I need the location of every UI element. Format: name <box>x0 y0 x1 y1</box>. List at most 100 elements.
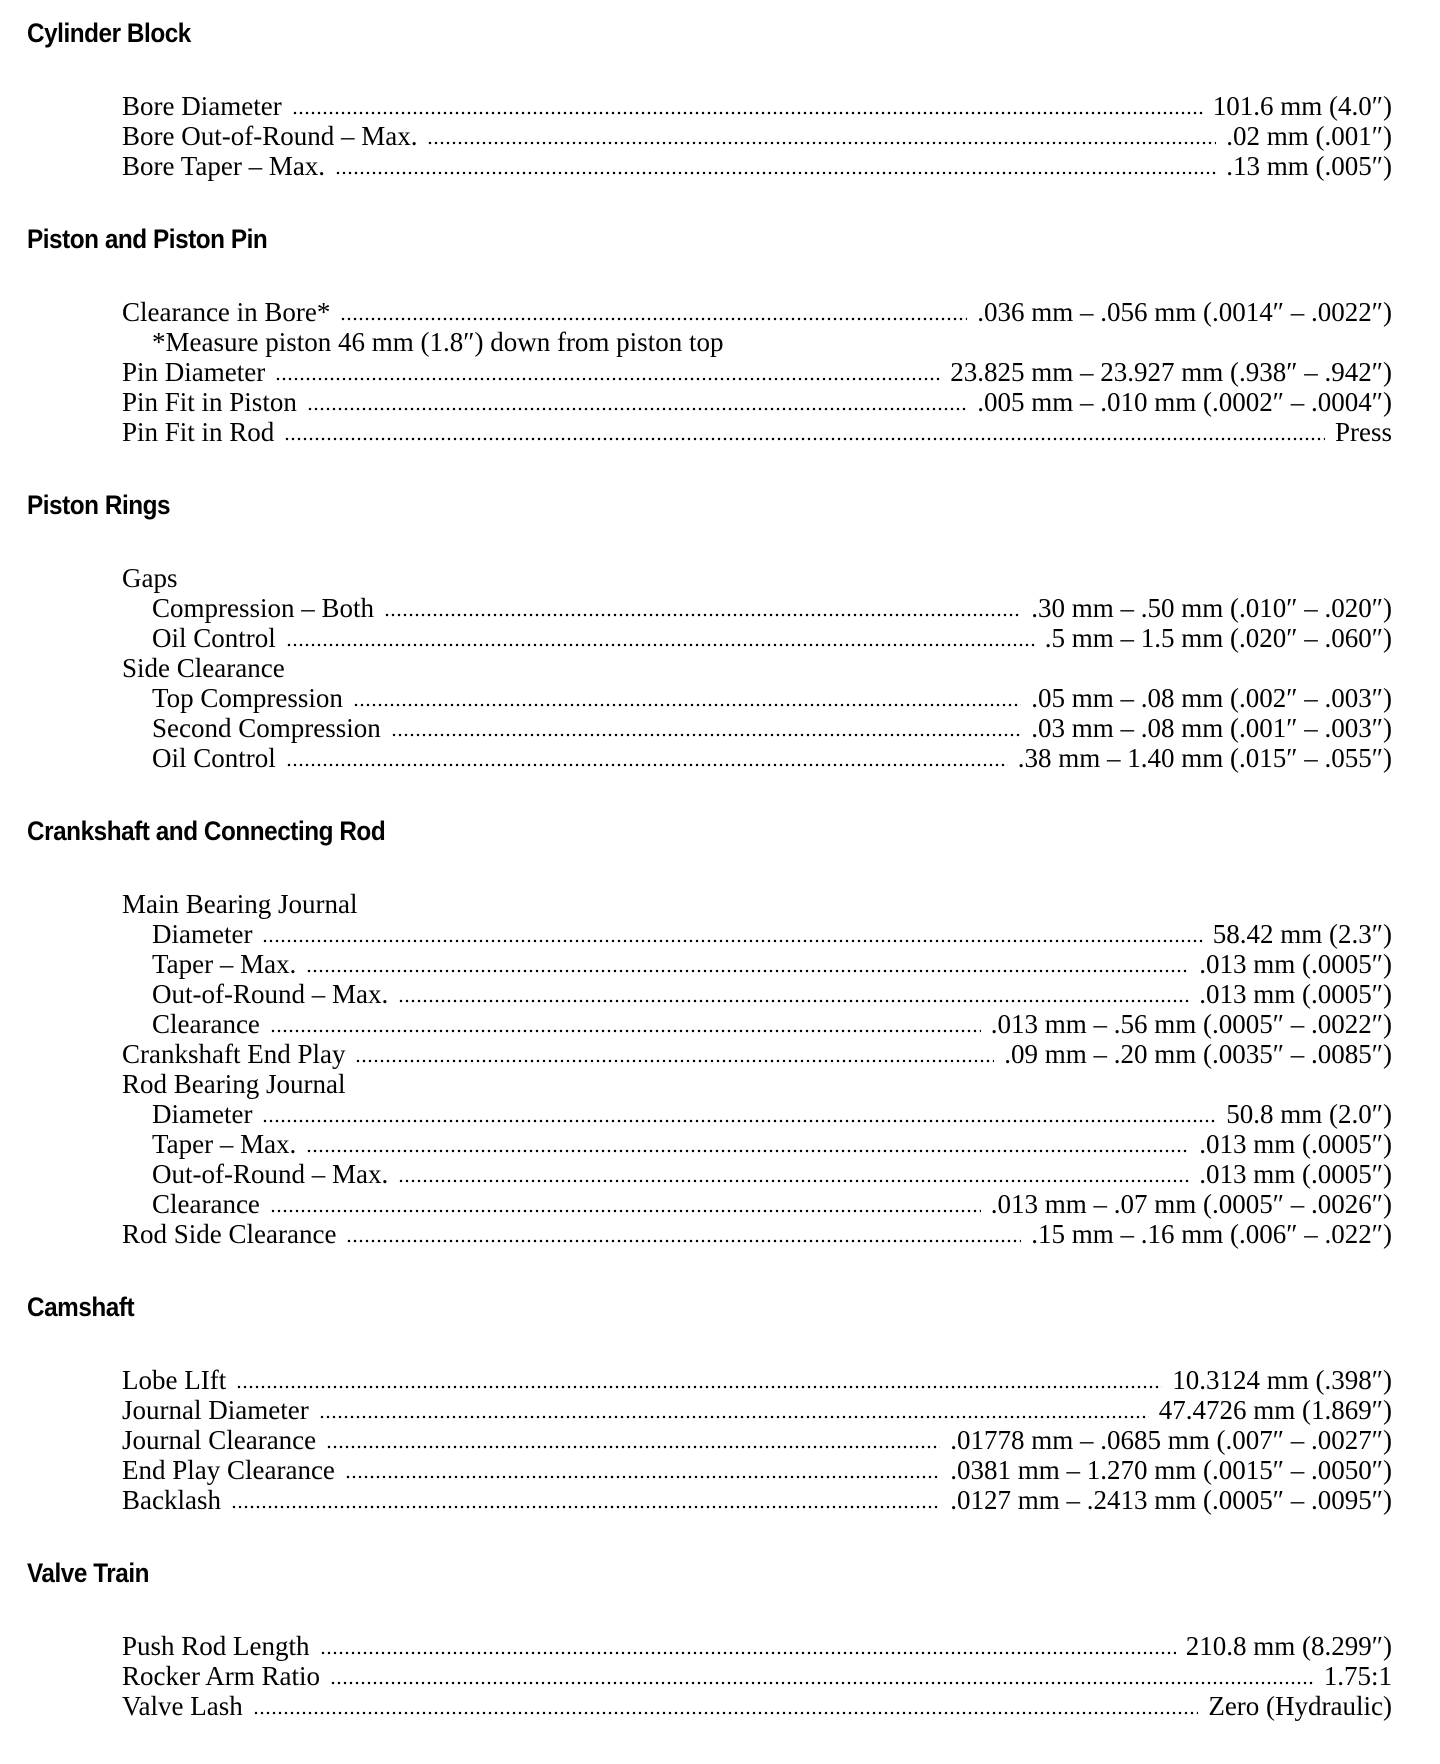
spec-document: Cylinder Block Bore Diameter 101.6 mm (4.0… <box>0 18 1440 1764</box>
spec-value: .03 mm – .08 mm (.001″ – .003″) <box>1031 713 1392 743</box>
dot-leader <box>427 141 1217 145</box>
spec-section: Valve Train Push Rod Length 210.8 mm (8.29… <box>0 1558 1440 1721</box>
section-heading: Crankshaft and Connecting Rod <box>27 816 386 846</box>
spec-subheading: Side Clearance <box>0 653 1440 683</box>
spec-value: .38 mm – 1.40 mm (.015″ – .055″) <box>1017 743 1392 773</box>
spec-row: Bore Diameter 101.6 mm (4.0″) <box>0 91 1440 121</box>
spec-value: .05 mm – .08 mm (.002″ – .003″) <box>1031 683 1392 713</box>
spec-row: Pin Fit in Piston .005 mm – .010 mm (.000… <box>0 387 1440 417</box>
spec-row: Rod Side Clearance .15 mm – .16 mm (.006″… <box>0 1219 1440 1249</box>
spec-subheading: Gaps <box>0 563 1440 593</box>
dot-leader <box>390 733 1022 737</box>
spec-row: Compression – Both .30 mm – .50 mm (.010″… <box>0 593 1440 623</box>
dot-leader <box>329 1681 1314 1685</box>
spec-value: Zero (Hydraulic) <box>1208 1691 1392 1721</box>
dot-leader <box>306 969 1190 973</box>
spec-row: Push Rod Length 210.8 mm (8.299″) <box>0 1631 1440 1661</box>
spec-row: Rocker Arm Ratio 1.75:1 <box>0 1661 1440 1691</box>
dot-leader <box>398 999 1190 1003</box>
dot-leader <box>230 1505 941 1509</box>
spec-value: 1.75:1 <box>1323 1661 1392 1691</box>
spec-row: Out-of-Round – Max. .013 mm (.0005″) <box>0 1159 1440 1189</box>
spec-value: .01778 mm – .0685 mm (.007″ – .0027″) <box>950 1425 1392 1455</box>
spec-value: .036 mm – .056 mm (.0014″ – .0022″) <box>977 297 1392 327</box>
dot-leader <box>318 1415 1149 1419</box>
dot-leader <box>306 1149 1190 1153</box>
spec-label: Oil Control <box>152 623 276 653</box>
spec-section: Piston and Piston Pin Clearance in Bore*.… <box>0 224 1440 447</box>
spec-row: End Play Clearance .0381 mm – 1.270 mm (.… <box>0 1455 1440 1485</box>
section-heading: Piston Rings <box>27 490 171 520</box>
dot-leader <box>285 763 1008 767</box>
spec-label: Out-of-Round – Max. <box>152 979 389 1009</box>
spec-label: Main Bearing Journal <box>122 889 358 919</box>
spec-value: 50.8 mm (2.0″) <box>1226 1099 1392 1129</box>
spec-row: Valve Lash Zero (Hydraulic) <box>0 1691 1440 1721</box>
spec-section: Crankshaft and Connecting Rod Main Bearin… <box>0 816 1440 1249</box>
spec-subheading: Rod Bearing Journal <box>0 1069 1440 1099</box>
spec-label: Bore Diameter <box>122 91 282 121</box>
dot-leader <box>344 1475 941 1479</box>
spec-label: Journal Diameter <box>122 1395 309 1425</box>
spec-row: Clearance in Bore* .036 mm – .056 mm (.00… <box>0 297 1440 327</box>
dot-leader <box>384 613 1022 617</box>
dot-leader <box>335 171 1217 175</box>
dot-leader <box>352 703 1022 707</box>
spec-row: Second Compression .03 mm – .08 mm (.001″… <box>0 713 1440 743</box>
spec-subheading: *Measure piston 46 mm (1.8″) down from p… <box>0 327 1440 357</box>
spec-value: .0381 mm – 1.270 mm (.0015″ – .0050″) <box>950 1455 1392 1485</box>
spec-label: Compression – Both <box>152 593 375 623</box>
dot-leader <box>340 317 968 321</box>
spec-value: 210.8 mm (8.299″) <box>1185 1631 1392 1661</box>
spec-label: Pin Fit in Piston <box>122 387 297 417</box>
spec-label: Bore Taper – Max. <box>122 151 326 181</box>
spec-label: Crankshaft End Play <box>122 1039 346 1069</box>
spec-value: 58.42 mm (2.3″) <box>1212 919 1392 949</box>
spec-section: Cylinder Block Bore Diameter 101.6 mm (4.0… <box>0 18 1440 181</box>
spec-label: Journal Clearance <box>122 1425 317 1455</box>
spec-row: Clearance .013 mm – .07 mm (.0005″ – .002… <box>0 1189 1440 1219</box>
spec-value: .005 mm – .010 mm (.0002″ – .0004″) <box>977 387 1392 417</box>
spec-label: Top Compression <box>152 683 343 713</box>
spec-label: Side Clearance <box>122 653 285 683</box>
spec-label: Rod Bearing Journal <box>122 1069 346 1099</box>
section-heading: Valve Train <box>27 1558 150 1588</box>
spec-row: Bore Out-of-Round – Max. .02 mm (.001″) <box>0 121 1440 151</box>
spec-value: .013 mm – .07 mm (.0005″ – .0026″) <box>990 1189 1392 1219</box>
spec-row: Oil Control .38 mm – 1.40 mm (.015″ – .05… <box>0 743 1440 773</box>
spec-label: End Play Clearance <box>122 1455 335 1485</box>
spec-row: Top Compression .05 mm – .08 mm (.002″ – … <box>0 683 1440 713</box>
spec-row: Taper – Max. .013 mm (.0005″) <box>0 949 1440 979</box>
spec-value: .30 mm – .50 mm (.010″ – .020″) <box>1031 593 1392 623</box>
spec-value: .13 mm (.005″) <box>1226 151 1392 181</box>
spec-row: Diameter 50.8 mm (2.0″) <box>0 1099 1440 1129</box>
spec-label: Valve Lash <box>122 1691 243 1721</box>
spec-label: Clearance in Bore* <box>122 297 331 327</box>
spec-value: .013 mm – .56 mm (.0005″ – .0022″) <box>990 1009 1392 1039</box>
dot-leader <box>269 1209 981 1213</box>
section-heading: Piston and Piston Pin <box>27 224 268 254</box>
spec-value: .013 mm (.0005″) <box>1199 979 1392 1009</box>
spec-value: 47.4726 mm (1.869″) <box>1158 1395 1392 1425</box>
spec-label: Pin Diameter <box>122 357 266 387</box>
spec-label: Taper – Max. <box>152 1129 297 1159</box>
dot-leader <box>262 1119 1217 1123</box>
spec-label: Rod Side Clearance <box>122 1219 337 1249</box>
spec-value: .09 mm – .20 mm (.0035″ – .0085″) <box>1004 1039 1392 1069</box>
spec-row: Oil Control .5 mm – 1.5 mm (.020″ – .060″… <box>0 623 1440 653</box>
spec-label: Oil Control <box>152 743 276 773</box>
dot-leader <box>346 1239 1022 1243</box>
dot-leader <box>291 111 1203 115</box>
spec-value: 10.3124 mm (.398″) <box>1172 1365 1392 1395</box>
spec-value: 101.6 mm (4.0″) <box>1212 91 1392 121</box>
spec-row: Out-of-Round – Max. .013 mm (.0005″) <box>0 979 1440 1009</box>
spec-label: Diameter <box>152 919 253 949</box>
spec-value: .02 mm (.001″) <box>1226 121 1392 151</box>
spec-label: Clearance <box>152 1189 260 1219</box>
spec-label: Push Rod Length <box>122 1631 310 1661</box>
dot-leader <box>284 437 1325 441</box>
spec-value: .15 mm – .16 mm (.006″ – .022″) <box>1031 1219 1392 1249</box>
spec-row: Backlash .0127 mm – .2413 mm (.0005″ – .0… <box>0 1485 1440 1515</box>
spec-label: Taper – Max. <box>152 949 297 979</box>
spec-row: Diameter 58.42 mm (2.3″) <box>0 919 1440 949</box>
